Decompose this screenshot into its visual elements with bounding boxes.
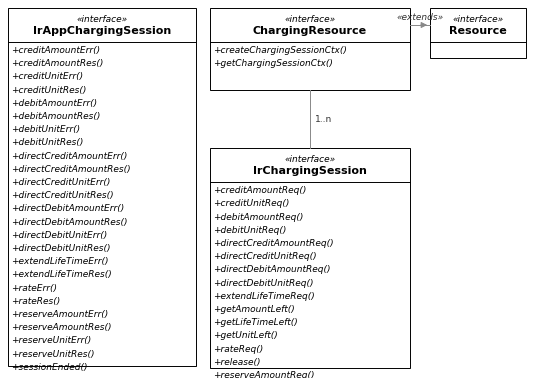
Text: +debitUnitReq(): +debitUnitReq() xyxy=(213,226,286,235)
Text: +directCreditAmountReq(): +directCreditAmountReq() xyxy=(213,239,334,248)
Text: +directDebitUnitReq(): +directDebitUnitReq() xyxy=(213,279,313,288)
Text: +reserveAmountRes(): +reserveAmountRes() xyxy=(11,323,112,332)
Text: +release(): +release() xyxy=(213,358,261,367)
Text: «interface»: «interface» xyxy=(285,15,335,24)
Text: «interface»: «interface» xyxy=(76,15,128,24)
Bar xyxy=(210,8,410,90)
Text: +extendLifeTimeRes(): +extendLifeTimeRes() xyxy=(11,271,112,279)
Bar xyxy=(8,8,196,366)
Text: +creditUnitErr(): +creditUnitErr() xyxy=(11,73,83,82)
Text: +directDebitAmountRes(): +directDebitAmountRes() xyxy=(11,218,128,227)
Text: +reserveAmountErr(): +reserveAmountErr() xyxy=(11,310,108,319)
Text: +directDebitUnitRes(): +directDebitUnitRes() xyxy=(11,244,111,253)
Text: +extendLifeTimeReq(): +extendLifeTimeReq() xyxy=(213,292,315,301)
Text: +debitAmountErr(): +debitAmountErr() xyxy=(11,99,97,108)
Bar xyxy=(210,148,410,368)
Text: 1..n: 1..n xyxy=(315,115,332,124)
Text: +directCreditUnitRes(): +directCreditUnitRes() xyxy=(11,191,114,200)
Text: +sessionEnded(): +sessionEnded() xyxy=(11,363,88,372)
Text: +rateErr(): +rateErr() xyxy=(11,284,57,293)
Text: «interface»: «interface» xyxy=(452,15,504,24)
Text: +directCreditUnitErr(): +directCreditUnitErr() xyxy=(11,178,111,187)
Text: +rateReq(): +rateReq() xyxy=(213,344,263,353)
Text: +creditUnitReq(): +creditUnitReq() xyxy=(213,199,289,208)
Text: +createChargingSessionCtx(): +createChargingSessionCtx() xyxy=(213,46,347,55)
Text: +directCreditUnitReq(): +directCreditUnitReq() xyxy=(213,252,317,261)
Text: +getLifeTimeLeft(): +getLifeTimeLeft() xyxy=(213,318,298,327)
Text: IrChargingSession: IrChargingSession xyxy=(253,166,367,176)
Text: +reserveUnitErr(): +reserveUnitErr() xyxy=(11,336,91,345)
Text: +directDebitAmountReq(): +directDebitAmountReq() xyxy=(213,265,331,274)
Text: +directDebitAmountErr(): +directDebitAmountErr() xyxy=(11,204,124,214)
Text: +debitUnitRes(): +debitUnitRes() xyxy=(11,138,83,147)
Text: +getUnitLeft(): +getUnitLeft() xyxy=(213,331,278,340)
Text: +debitAmountRes(): +debitAmountRes() xyxy=(11,112,100,121)
Text: +reserveAmountReq(): +reserveAmountReq() xyxy=(213,371,315,378)
Text: +getAmountLeft(): +getAmountLeft() xyxy=(213,305,295,314)
Text: +directCreditAmountErr(): +directCreditAmountErr() xyxy=(11,152,128,161)
Text: +rateRes(): +rateRes() xyxy=(11,297,60,306)
Text: +debitAmountReq(): +debitAmountReq() xyxy=(213,212,303,222)
Text: Resource: Resource xyxy=(449,26,507,36)
Bar xyxy=(430,8,526,58)
Text: «interface»: «interface» xyxy=(285,155,335,164)
Text: «extends»: «extends» xyxy=(396,13,444,22)
Text: +directCreditAmountRes(): +directCreditAmountRes() xyxy=(11,165,131,174)
Text: ChargingResource: ChargingResource xyxy=(253,26,367,36)
Text: +debitUnitErr(): +debitUnitErr() xyxy=(11,125,80,134)
Text: +reserveUnitRes(): +reserveUnitRes() xyxy=(11,350,95,359)
Text: +getChargingSessionCtx(): +getChargingSessionCtx() xyxy=(213,59,333,68)
Text: +extendLifeTimeErr(): +extendLifeTimeErr() xyxy=(11,257,108,266)
Text: +creditAmountErr(): +creditAmountErr() xyxy=(11,46,100,55)
Text: +creditUnitRes(): +creditUnitRes() xyxy=(11,86,87,95)
Text: +creditAmountReq(): +creditAmountReq() xyxy=(213,186,307,195)
Text: IrAppChargingSession: IrAppChargingSession xyxy=(33,26,171,36)
Text: +creditAmountRes(): +creditAmountRes() xyxy=(11,59,104,68)
Text: +directDebitUnitErr(): +directDebitUnitErr() xyxy=(11,231,107,240)
